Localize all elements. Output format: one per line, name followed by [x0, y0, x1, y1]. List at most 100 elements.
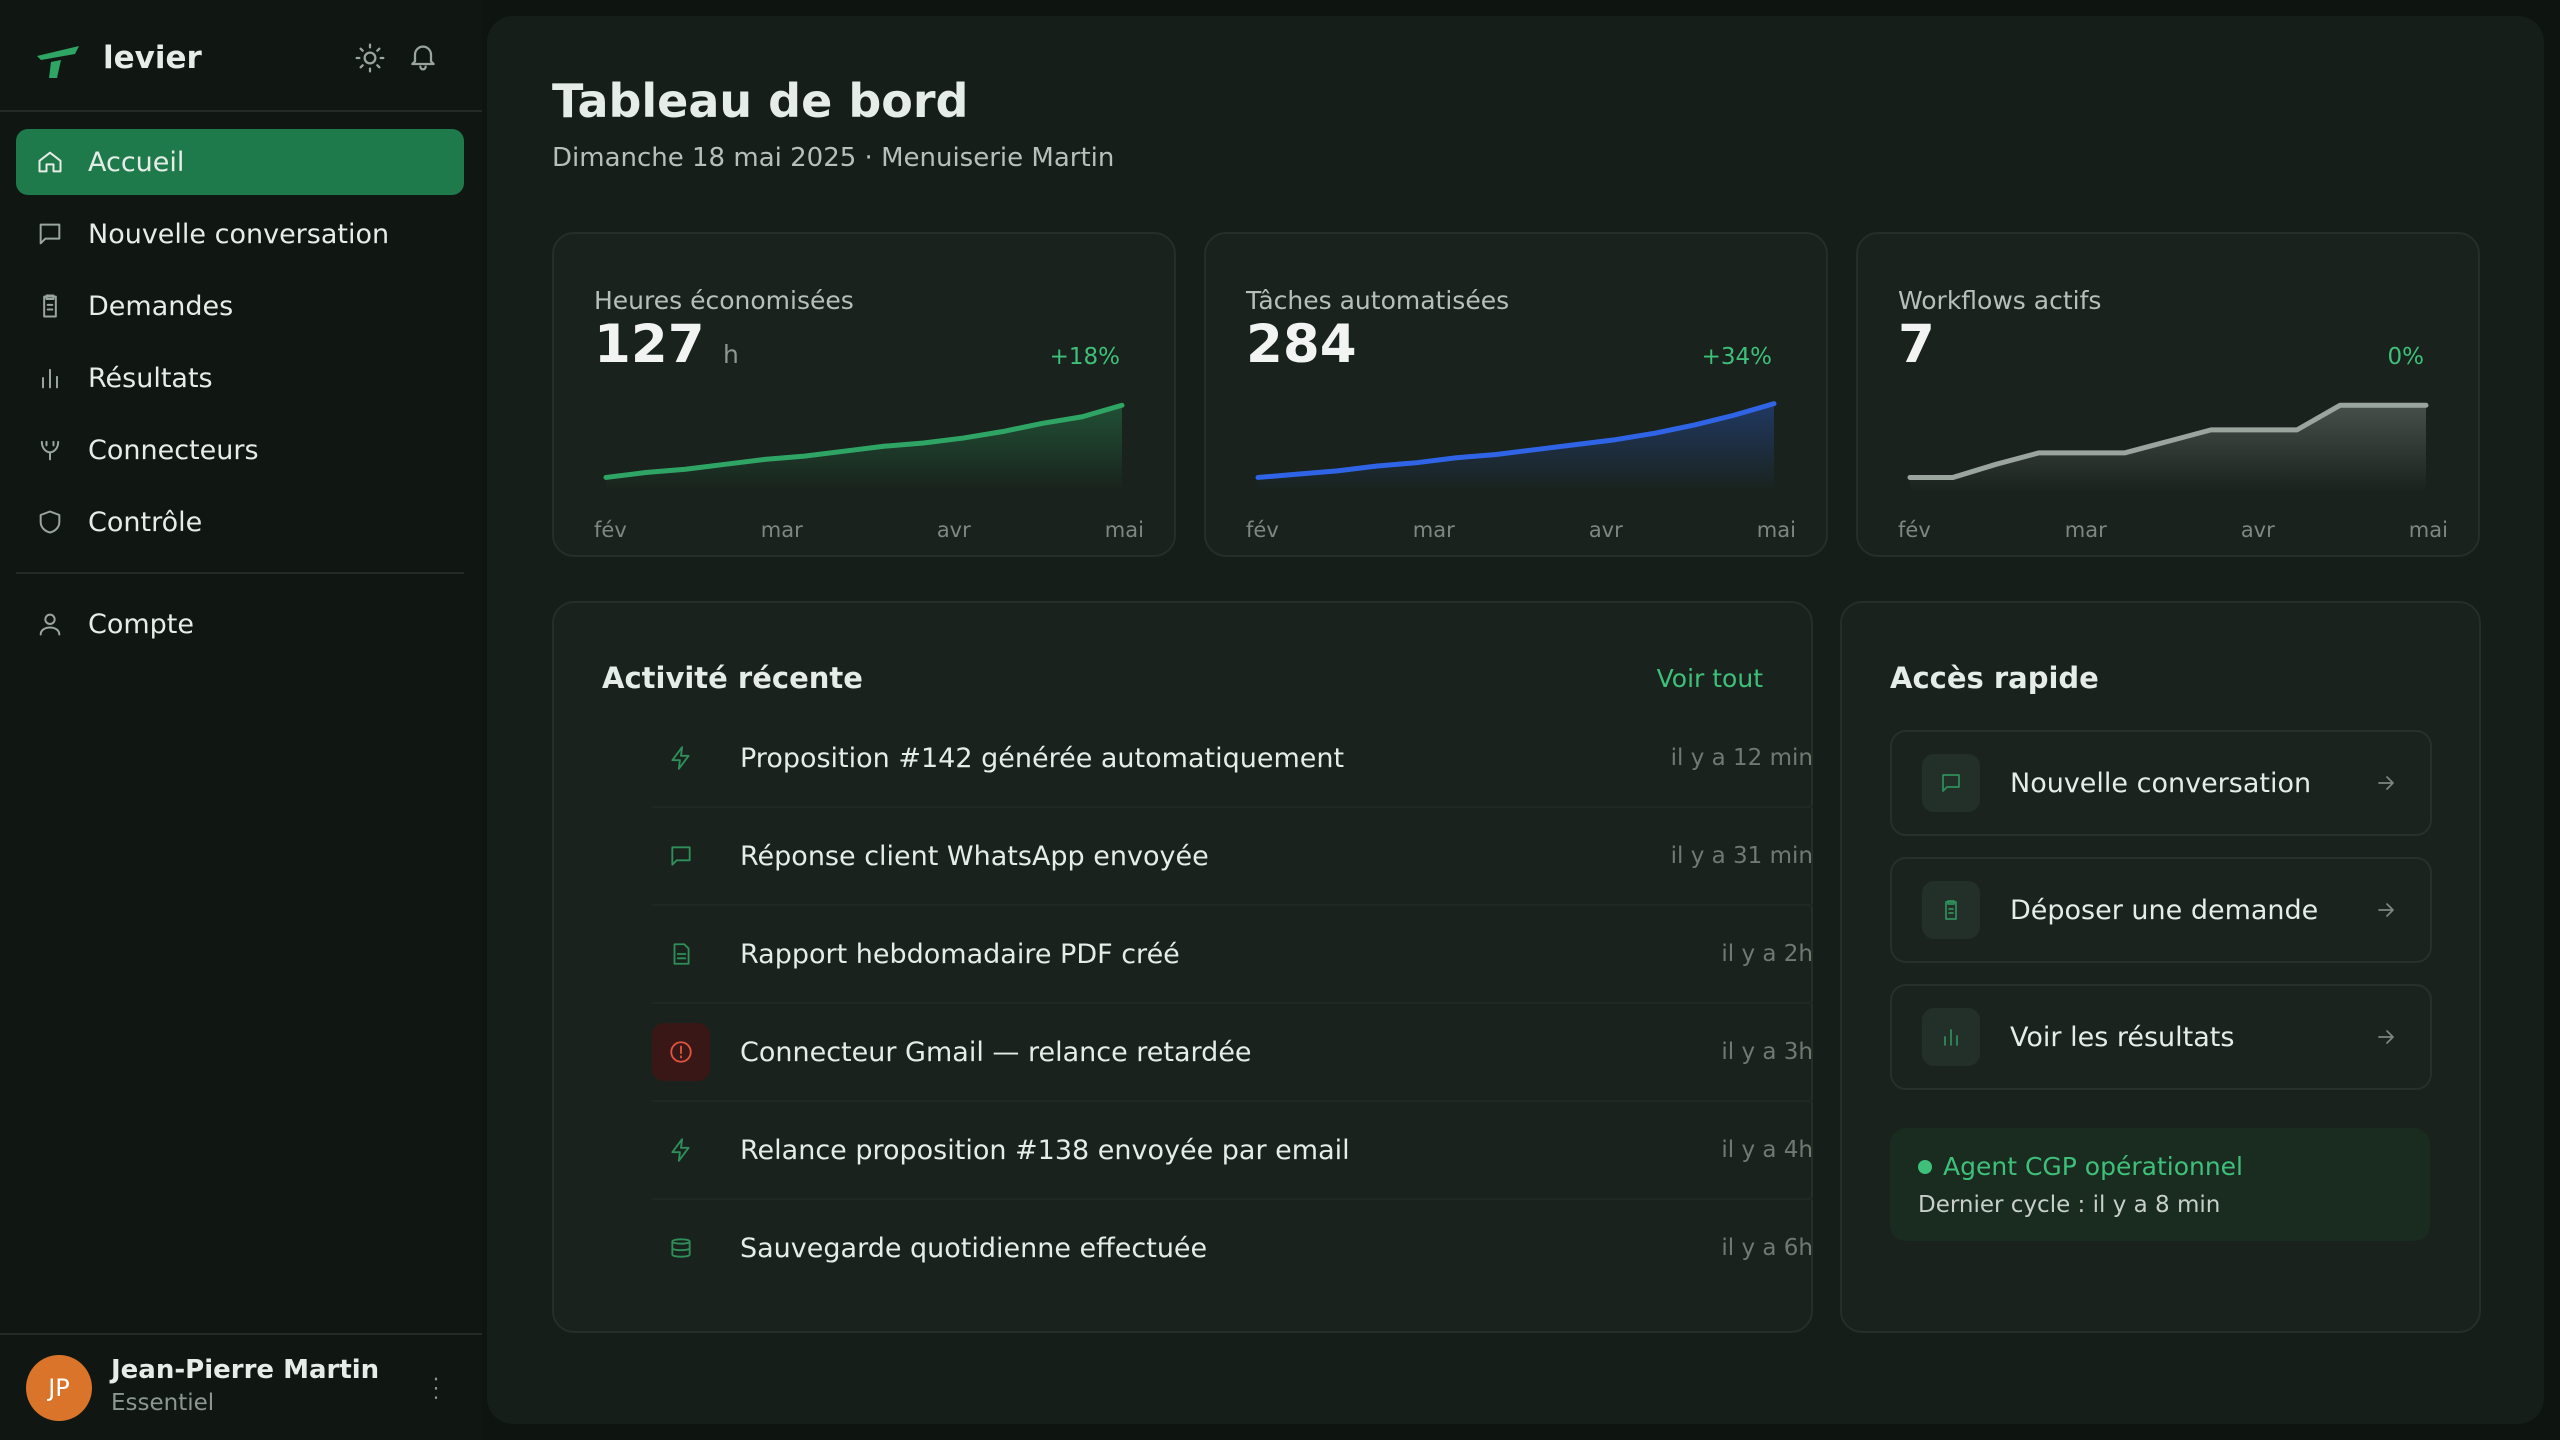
- action-arrow: [2378, 776, 2394, 790]
- activity-glyph-shape: [670, 1041, 692, 1063]
- sidebar: levier Accueil Nouvelle conversation Demand…: [0, 0, 482, 1440]
- activity-row: Sauvegarde quotidienne effectuée il y a 6…: [652, 1200, 1813, 1296]
- month-label: avr: [936, 518, 971, 542]
- nav-label: Accueil: [88, 146, 185, 178]
- activity-icon: [652, 1219, 710, 1277]
- month-label: mar: [1412, 518, 1455, 542]
- nav-item[interactable]: Accueil: [16, 129, 464, 195]
- sparkline-area: [1910, 405, 2426, 492]
- activity-time: il y a 12 min: [1670, 745, 1813, 771]
- activity-glyph: [671, 1138, 690, 1162]
- nav-item[interactable]: Demandes: [16, 273, 464, 339]
- activity-time: il y a 6h: [1721, 1235, 1813, 1261]
- activity-glyph: [671, 1238, 691, 1258]
- activity-text: Relance proposition #138 envoyée par ema…: [740, 1134, 1350, 1166]
- logo-shape: [49, 60, 61, 78]
- activity-time: il y a 31 min: [1670, 843, 1813, 869]
- nav-label: Résultats: [88, 362, 213, 394]
- activity-row: Proposition #142 générée automatiquement…: [652, 710, 1813, 808]
- month-label: mar: [2064, 518, 2107, 542]
- quick-action[interactable]: Nouvelle conversation: [1890, 730, 2432, 836]
- nav-label: Nouvelle conversation: [88, 218, 390, 250]
- activity-icon: [652, 729, 710, 787]
- activity-time: il y a 3h: [1721, 1039, 1813, 1065]
- nav-label: Compte: [88, 608, 195, 640]
- see-all-link[interactable]: Voir tout: [1656, 664, 1763, 693]
- action-arrow: [2378, 903, 2394, 917]
- sparkline-area: [606, 405, 1122, 492]
- user-menu: [434, 1377, 438, 1400]
- activity-list: Proposition #142 générée automatiquement…: [554, 710, 1813, 1296]
- quick-action[interactable]: Déposer une demande: [1890, 857, 2432, 963]
- month-label: fév: [1246, 518, 1279, 542]
- action-arrow: [2378, 1030, 2394, 1044]
- activity-time: il y a 4h: [1721, 1137, 1813, 1163]
- month-axis: fév mar avr mai: [594, 518, 1144, 542]
- sparkline-line: [603, 402, 1125, 480]
- nav-item[interactable]: Nouvelle conversation: [16, 201, 464, 267]
- sparkline: [603, 402, 1125, 492]
- activity-glyph: [671, 746, 690, 770]
- divider: [16, 572, 464, 574]
- month-axis: fév mar avr mai: [1898, 518, 2448, 542]
- activity-time: il y a 2h: [1721, 941, 1813, 967]
- nav-icon-shape: [42, 368, 58, 389]
- status-title: Agent CGP opérationnel: [1943, 1152, 2243, 1181]
- activity-row: Relance proposition #138 envoyée par ema…: [652, 1102, 1813, 1200]
- nav-icon-shape: [38, 151, 62, 173]
- activity-icon: [652, 827, 710, 885]
- nav-icon: [43, 294, 57, 318]
- action-glyph-shape: [1944, 1029, 1958, 1046]
- nav-item[interactable]: Connecteurs: [16, 417, 464, 483]
- action-arrow-shape: [2378, 903, 2394, 917]
- nav-item[interactable]: Compte: [16, 591, 464, 657]
- status-box: Agent CGP opérationnel Dernier cycle : il…: [1890, 1128, 2430, 1241]
- nav-item[interactable]: Contrôle: [16, 489, 464, 555]
- nav-label: Demandes: [88, 290, 234, 322]
- action-arrow-shape: [2378, 1030, 2394, 1044]
- action-label: Nouvelle conversation: [2010, 767, 2312, 799]
- month-label: mar: [760, 518, 803, 542]
- stat-card: Tâches automatisées 284 +34% fév mar avr mai: [1204, 232, 1828, 557]
- action-glyph-shape: [1945, 900, 1957, 920]
- activity-icon: [652, 925, 710, 983]
- nav-icon: [39, 510, 61, 534]
- nav-icon-shape: [39, 613, 61, 636]
- nav-label: Connecteurs: [88, 434, 259, 466]
- activity-panel: Activité récente Voir tout Proposition #14…: [552, 601, 1813, 1333]
- activity-glyph-shape: [671, 846, 691, 866]
- panel-title: Activité récente: [602, 661, 863, 695]
- activity-glyph-shape: [671, 1238, 691, 1258]
- stat-value: 284: [1246, 314, 1357, 375]
- month-label: fév: [594, 518, 627, 542]
- action-glyph: [1944, 1029, 1958, 1046]
- action-label: Voir les résultats: [2010, 1021, 2235, 1053]
- activity-text: Sauvegarde quotidienne effectuée: [740, 1232, 1208, 1264]
- activity-glyph: [671, 846, 691, 866]
- activity-text: Proposition #142 générée automatiquement: [740, 742, 1345, 774]
- notifications: [411, 45, 435, 71]
- brand-name: levier: [103, 40, 202, 76]
- activity-row: Rapport hebdomadaire PDF créé il y a 2h: [652, 906, 1813, 1004]
- nav-icon: [39, 223, 61, 245]
- stat-value: 127: [594, 314, 705, 375]
- action-label: Déposer une demande: [2010, 894, 2319, 926]
- sparkline-area: [1258, 403, 1774, 492]
- stat-label: Workflows actifs: [1898, 286, 2102, 315]
- action-icon: [1922, 754, 1980, 812]
- nav-item[interactable]: Résultats: [16, 345, 464, 411]
- quick-action[interactable]: Voir les résultats: [1890, 984, 2432, 1090]
- logo: [37, 46, 79, 78]
- month-label: avr: [1588, 518, 1623, 542]
- page-subtitle: Dimanche 18 mai 2025 · Menuiserie Martin: [552, 143, 1115, 173]
- main-panel: Tableau de bord Dimanche 18 mai 2025 · Me…: [487, 16, 2544, 1424]
- stat-change: +34%: [1701, 344, 1772, 370]
- avatar: JP: [26, 1355, 92, 1421]
- nav-icon-shape: [40, 440, 60, 461]
- stat-change: +18%: [1049, 344, 1120, 370]
- stat-label: Heures économisées: [594, 286, 854, 315]
- month-axis: fév mar avr mai: [1246, 518, 1796, 542]
- activity-icon: [652, 1121, 710, 1179]
- activity-row: Connecteur Gmail — relance retardée il y …: [652, 1004, 1813, 1102]
- nav-icon: [38, 151, 62, 173]
